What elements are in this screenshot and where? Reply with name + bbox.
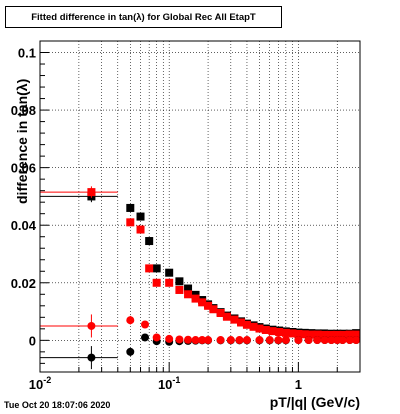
data-point	[204, 301, 213, 310]
data-point	[242, 320, 251, 329]
data-point	[281, 336, 290, 345]
data-point	[175, 335, 184, 344]
data-point	[294, 330, 303, 339]
data-point	[326, 330, 335, 339]
data-point	[230, 315, 239, 324]
y-tick-label: 0.08	[11, 103, 36, 118]
chart-title: Fitted difference in tan(λ) for Global R…	[5, 6, 282, 28]
data-point	[222, 312, 231, 321]
data-point	[261, 325, 270, 334]
data-point	[87, 321, 96, 330]
y-tick-label: 0	[29, 333, 36, 348]
data-point	[136, 225, 145, 234]
data-point	[265, 336, 274, 345]
data-point	[152, 333, 161, 342]
data-point	[216, 308, 225, 317]
data-point	[288, 329, 297, 338]
series-3	[40, 314, 361, 345]
x-tick-label: 10-2	[29, 375, 51, 392]
data-point	[141, 333, 150, 342]
data-point	[255, 336, 264, 345]
data-point	[274, 336, 283, 345]
data-point	[209, 305, 218, 314]
chart-series-layer	[40, 186, 361, 370]
data-point	[87, 188, 96, 197]
datestamp: Tue Oct 20 18:07:06 2020	[4, 400, 111, 410]
data-point	[294, 336, 303, 345]
data-point	[313, 336, 322, 345]
data-point	[204, 336, 213, 345]
data-point	[145, 237, 154, 246]
data-point	[333, 330, 342, 339]
data-point	[304, 336, 313, 345]
data-point	[87, 353, 96, 362]
y-tick-label: 0.02	[11, 276, 36, 291]
data-point	[141, 320, 150, 329]
plot-frame	[39, 40, 361, 373]
data-point	[275, 327, 284, 336]
data-point	[339, 330, 348, 339]
data-point	[145, 264, 154, 273]
data-point	[281, 328, 290, 337]
data-point	[126, 316, 135, 325]
data-point	[345, 336, 354, 345]
y-tick-label: 0.1	[18, 46, 36, 61]
data-point	[352, 330, 361, 339]
data-point	[216, 336, 225, 345]
data-point	[313, 330, 322, 339]
data-point	[175, 285, 184, 294]
data-point	[136, 212, 145, 221]
data-point	[255, 324, 264, 333]
data-point	[152, 278, 161, 287]
data-point	[198, 336, 207, 345]
data-point	[235, 336, 244, 345]
x-tick-label: 10-1	[158, 375, 180, 392]
data-point	[165, 334, 174, 343]
data-point	[352, 336, 361, 345]
series-1	[40, 186, 361, 339]
data-point	[152, 264, 161, 273]
data-point	[184, 290, 193, 299]
data-point	[327, 336, 336, 345]
y-axis-label: difference in tan(λ)	[14, 78, 30, 204]
data-point	[175, 277, 184, 286]
data-point	[126, 218, 135, 227]
data-point	[345, 330, 354, 339]
data-point	[191, 294, 200, 303]
y-tick-label: 0.06	[11, 161, 36, 176]
chart-axes: 0 0.02 0.04 0.06 0.08 0.1 10-2 10-1 1	[11, 40, 361, 392]
data-point	[126, 347, 135, 356]
x-tick-label: 1	[295, 377, 302, 392]
data-point	[165, 278, 174, 287]
data-point	[226, 336, 235, 345]
data-point	[198, 298, 207, 307]
data-point	[126, 203, 135, 212]
x-axis-label: pT/|q| (GeV/c)	[269, 394, 360, 410]
data-point	[268, 327, 277, 336]
data-point	[191, 336, 200, 345]
data-point	[184, 335, 193, 344]
chart-title-text: Fitted difference in tan(λ) for Global R…	[31, 11, 256, 23]
data-point	[300, 330, 309, 339]
data-point	[184, 284, 193, 293]
data-point	[320, 330, 329, 339]
series-0	[40, 190, 361, 338]
y-tick-label: 0.04	[11, 218, 37, 233]
data-point	[307, 330, 316, 339]
data-point	[242, 336, 251, 345]
data-point	[249, 322, 258, 331]
data-point	[320, 336, 329, 345]
data-point	[338, 336, 347, 345]
chart-grid	[39, 41, 361, 372]
data-point	[165, 268, 174, 277]
data-point	[237, 318, 246, 327]
